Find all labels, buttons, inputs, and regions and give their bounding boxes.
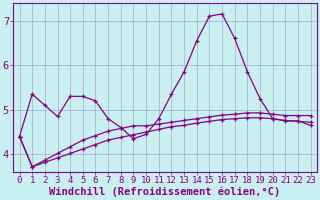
X-axis label: Windchill (Refroidissement éolien,°C): Windchill (Refroidissement éolien,°C) [50,187,281,197]
